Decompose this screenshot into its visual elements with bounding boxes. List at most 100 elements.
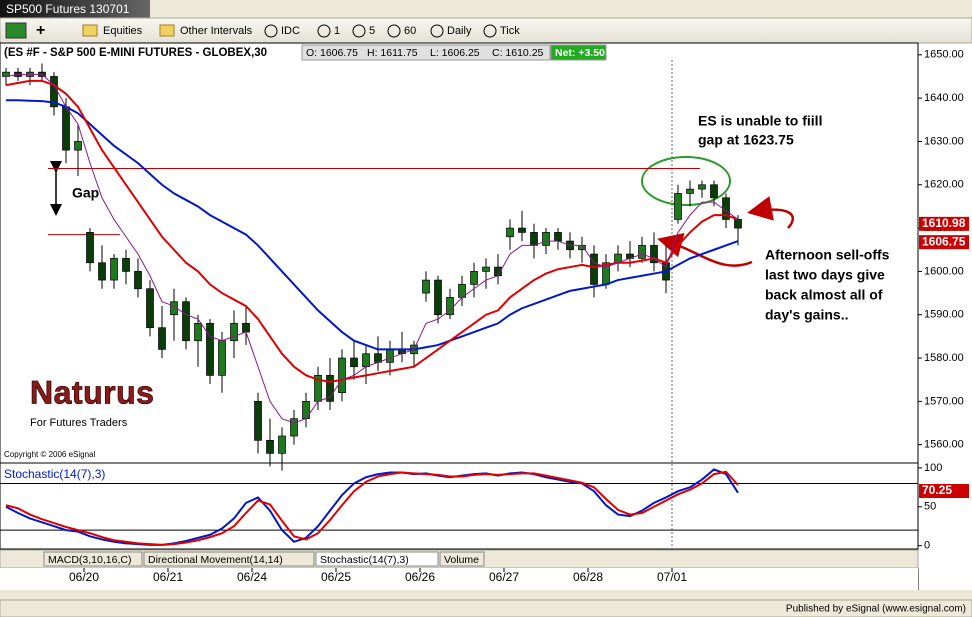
tab[interactable] bbox=[143, 551, 315, 567]
quote-field: O: 1606.75 bbox=[306, 47, 358, 59]
x-tick-label: 06/26 bbox=[405, 570, 435, 584]
folder-icon[interactable] bbox=[82, 24, 98, 37]
toolbar-item[interactable]: 60 bbox=[404, 25, 416, 37]
candle-body bbox=[638, 245, 646, 259]
candle-body bbox=[86, 232, 94, 264]
annotation: back almost all of bbox=[765, 287, 883, 303]
toolbar-item[interactable]: Other Intervals bbox=[180, 25, 253, 37]
candle-body bbox=[530, 232, 538, 246]
candle-body bbox=[278, 435, 286, 454]
toolbar-item[interactable]: Tick bbox=[500, 25, 520, 37]
quote: O: 1606.75 H: 1611.75 L: 1606.25 C: 1610.25 bbox=[306, 47, 544, 59]
candle-body bbox=[62, 106, 70, 151]
status-bar bbox=[0, 599, 972, 617]
tab-label: Stochastic(14(7),3) bbox=[320, 554, 409, 566]
tab[interactable] bbox=[315, 551, 439, 567]
last-value-box bbox=[919, 484, 969, 499]
tab[interactable] bbox=[439, 551, 485, 567]
tab[interactable] bbox=[43, 551, 143, 567]
window-tab[interactable] bbox=[0, 0, 150, 18]
candle-body bbox=[218, 340, 226, 376]
annotation: gap at 1623.75 bbox=[698, 132, 794, 148]
y-tick-label: 1570.00 bbox=[924, 395, 964, 407]
last-value-label: 70.25 bbox=[922, 483, 952, 497]
x-tick-label: 06/27 bbox=[489, 570, 519, 584]
tab-label: MACD(3,10,16,C) bbox=[48, 554, 131, 566]
candle-body bbox=[506, 227, 514, 238]
x-tick-label: 06/21 bbox=[153, 570, 183, 584]
candle-body bbox=[302, 401, 310, 420]
y-tick-label: 0 bbox=[924, 540, 930, 552]
red-arrow bbox=[747, 196, 794, 229]
y-tick-label: 1580.00 bbox=[924, 352, 964, 364]
toolbar-item[interactable]: 5 bbox=[369, 25, 375, 37]
net-change: Net: +3.50 bbox=[555, 47, 605, 59]
y-tick-label: 1630.00 bbox=[924, 135, 964, 147]
series-line bbox=[5, 470, 739, 546]
candle-body bbox=[146, 288, 154, 329]
toolbar-item[interactable]: Equities bbox=[103, 25, 143, 37]
series-line bbox=[5, 73, 739, 424]
add-button[interactable]: + bbox=[36, 22, 45, 39]
status-text: Published by eSignal (www.esignal.com) bbox=[786, 604, 966, 615]
toolbar-item[interactable]: Daily bbox=[447, 25, 472, 37]
y-tick-label: 50 bbox=[924, 501, 936, 513]
candle-body bbox=[98, 262, 106, 281]
candle-body bbox=[686, 188, 694, 194]
last-value-box bbox=[919, 216, 969, 231]
candle-body bbox=[230, 323, 238, 342]
candle-body bbox=[350, 357, 358, 368]
candle-body bbox=[650, 245, 658, 264]
copyright: Copyright © 2006 eSignal bbox=[4, 450, 96, 459]
toolbar-item[interactable]: 1 bbox=[334, 25, 340, 37]
x-tick-label: 06/20 bbox=[69, 570, 99, 584]
tabs: MACD(3,10,16,C) Directional Movement(14,1… bbox=[43, 551, 485, 567]
candle-body bbox=[122, 258, 130, 272]
price-panel bbox=[0, 42, 919, 464]
x-tick-label: 07/01 bbox=[657, 570, 687, 584]
y-tick-label: 1590.00 bbox=[924, 309, 964, 321]
candle-body bbox=[542, 232, 550, 246]
candle-body bbox=[254, 401, 262, 441]
candle-body bbox=[206, 323, 214, 376]
symbol-title: (ES #F - S&P 500 E-MINI FUTURES - GLOBEX… bbox=[4, 47, 267, 59]
y-tick-label: 1640.00 bbox=[924, 92, 964, 104]
annotation: Afternoon sell-offs bbox=[765, 247, 890, 263]
title-bar bbox=[0, 0, 972, 18]
candle-body bbox=[518, 227, 526, 233]
series-line bbox=[6, 99, 739, 351]
y-tick-label: 100 bbox=[924, 462, 942, 474]
candle-body bbox=[182, 301, 190, 342]
series-line bbox=[5, 468, 739, 546]
tab-label: Volume bbox=[444, 554, 479, 566]
scrollbar[interactable] bbox=[0, 590, 972, 600]
candle-body bbox=[266, 439, 274, 454]
x-tick-label: 06/24 bbox=[237, 570, 267, 584]
y-tick-label: 1600.00 bbox=[924, 265, 964, 277]
logo-name: Naturus bbox=[30, 374, 154, 410]
candle-body bbox=[158, 327, 166, 350]
date-axis bbox=[0, 568, 918, 590]
annotation: ES is unable to fiill bbox=[698, 113, 822, 129]
last-value-label: 1610.98 bbox=[922, 216, 966, 230]
candle-body bbox=[74, 141, 82, 151]
quote-field: L: 1606.25 bbox=[430, 47, 480, 59]
folder-icon[interactable] bbox=[159, 24, 175, 37]
symbol-box bbox=[1, 44, 301, 60]
link-button[interactable] bbox=[5, 22, 27, 39]
toolbar-item[interactable]: IDC bbox=[281, 25, 300, 37]
last-value-box bbox=[919, 235, 969, 250]
quote-field: C: 1610.25 bbox=[492, 47, 544, 59]
candle-body bbox=[338, 357, 346, 394]
y-tick-label: 1560.00 bbox=[924, 439, 964, 451]
net-box bbox=[550, 44, 607, 61]
interval-icons bbox=[264, 24, 497, 38]
toolbar-items: Equities Other Intervals IDC 1 5 60 Daily Tick bbox=[103, 25, 520, 37]
candle-body bbox=[434, 279, 442, 316]
logo-tagline: For Futures Traders bbox=[30, 417, 128, 429]
candle-body bbox=[134, 271, 142, 290]
red-arrow bbox=[657, 233, 753, 267]
annotation: last two days give bbox=[765, 267, 885, 283]
tab-label: Directional Movement(14,14) bbox=[148, 554, 283, 566]
candle-body bbox=[698, 184, 706, 190]
